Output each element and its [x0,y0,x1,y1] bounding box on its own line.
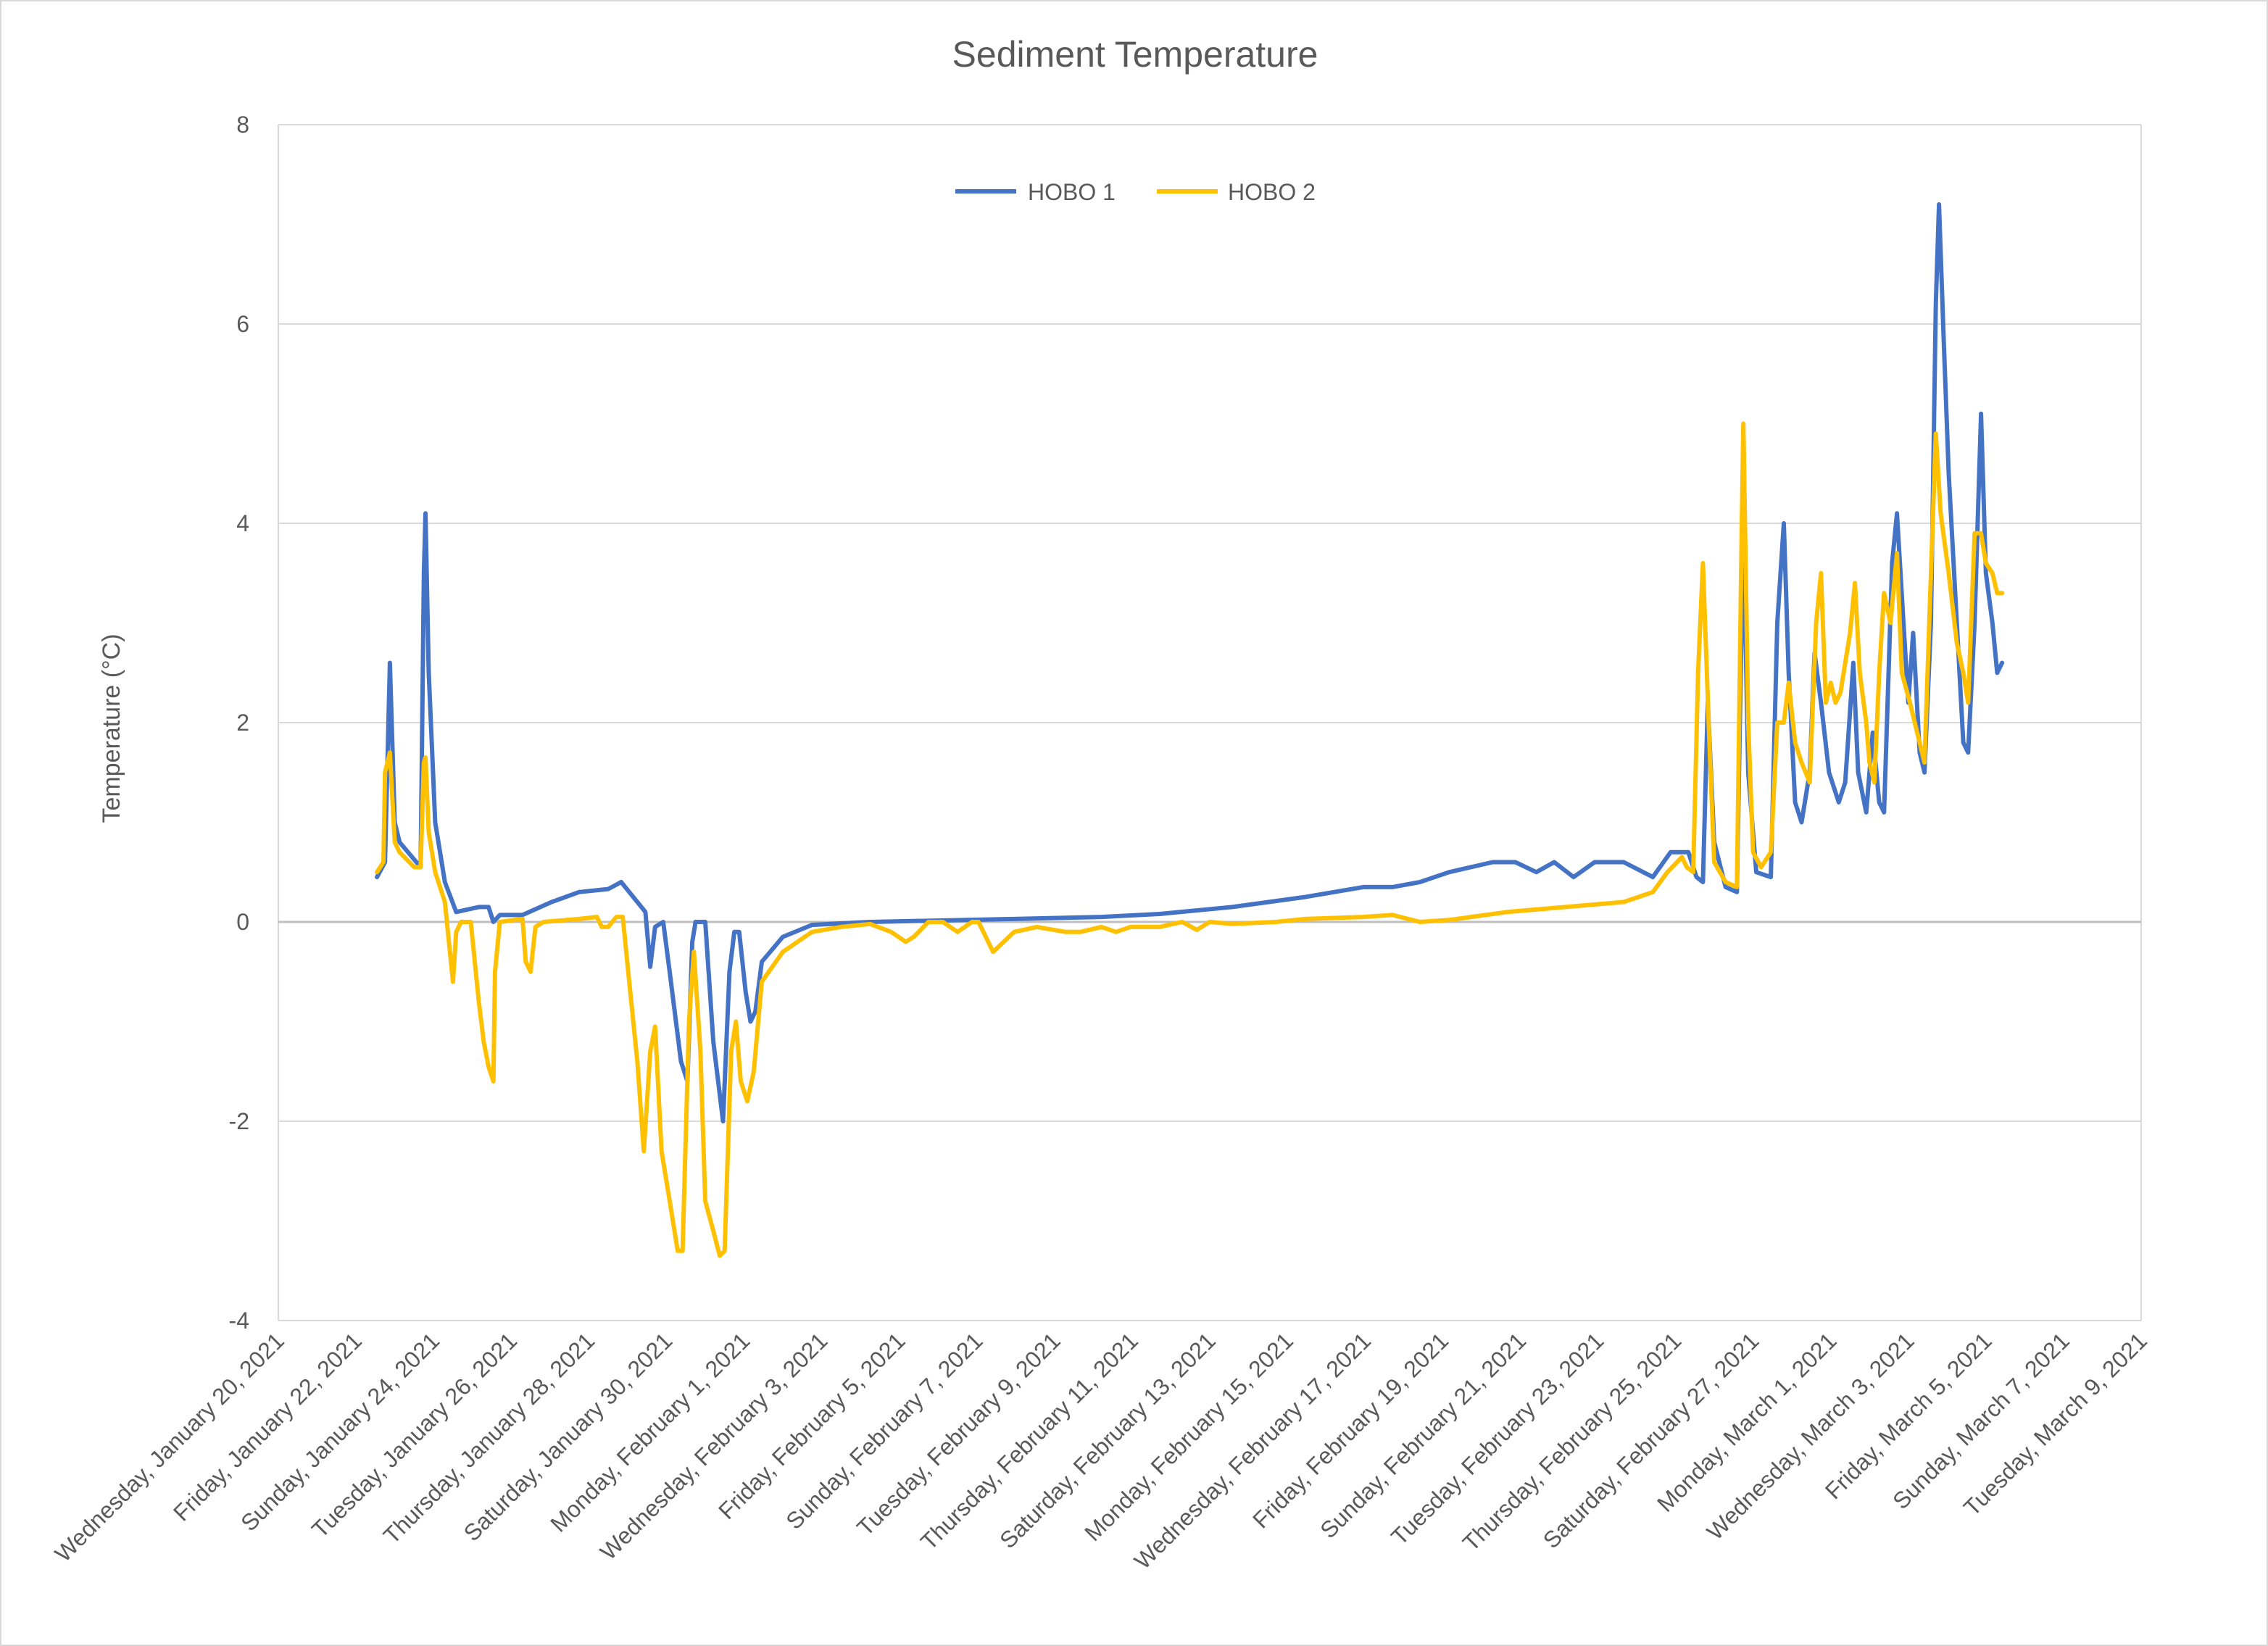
gridlines [278,124,2142,1321]
legend-label-hobo-2: HOBO 2 [1228,179,1316,205]
y-tick-label: -2 [229,1108,249,1134]
series-line-hobo-1 [375,202,2005,1123]
legend[interactable]: HOBO 1 HOBO 2 [955,179,1316,205]
series-lines [375,202,2005,1258]
y-tick-labels: -4 -2 0 2 4 6 8 [229,112,249,1334]
y-tick-label: 6 [236,311,249,337]
chart-title: Sediment Temperature [952,34,1318,75]
legend-item-hobo-2[interactable]: HOBO 2 [1157,179,1316,205]
legend-label-hobo-1: HOBO 1 [1028,179,1116,205]
series-line-hobo-2 [375,421,2005,1258]
legend-item-hobo-1[interactable]: HOBO 1 [955,179,1116,205]
y-tick-label: 4 [236,510,249,536]
y-tick-label: 8 [236,112,249,138]
y-tick-label: -4 [229,1308,249,1334]
y-axis-label: Temperature (°C) [98,633,125,823]
y-tick-label: 2 [236,710,249,736]
y-tick-label: 0 [236,909,249,935]
